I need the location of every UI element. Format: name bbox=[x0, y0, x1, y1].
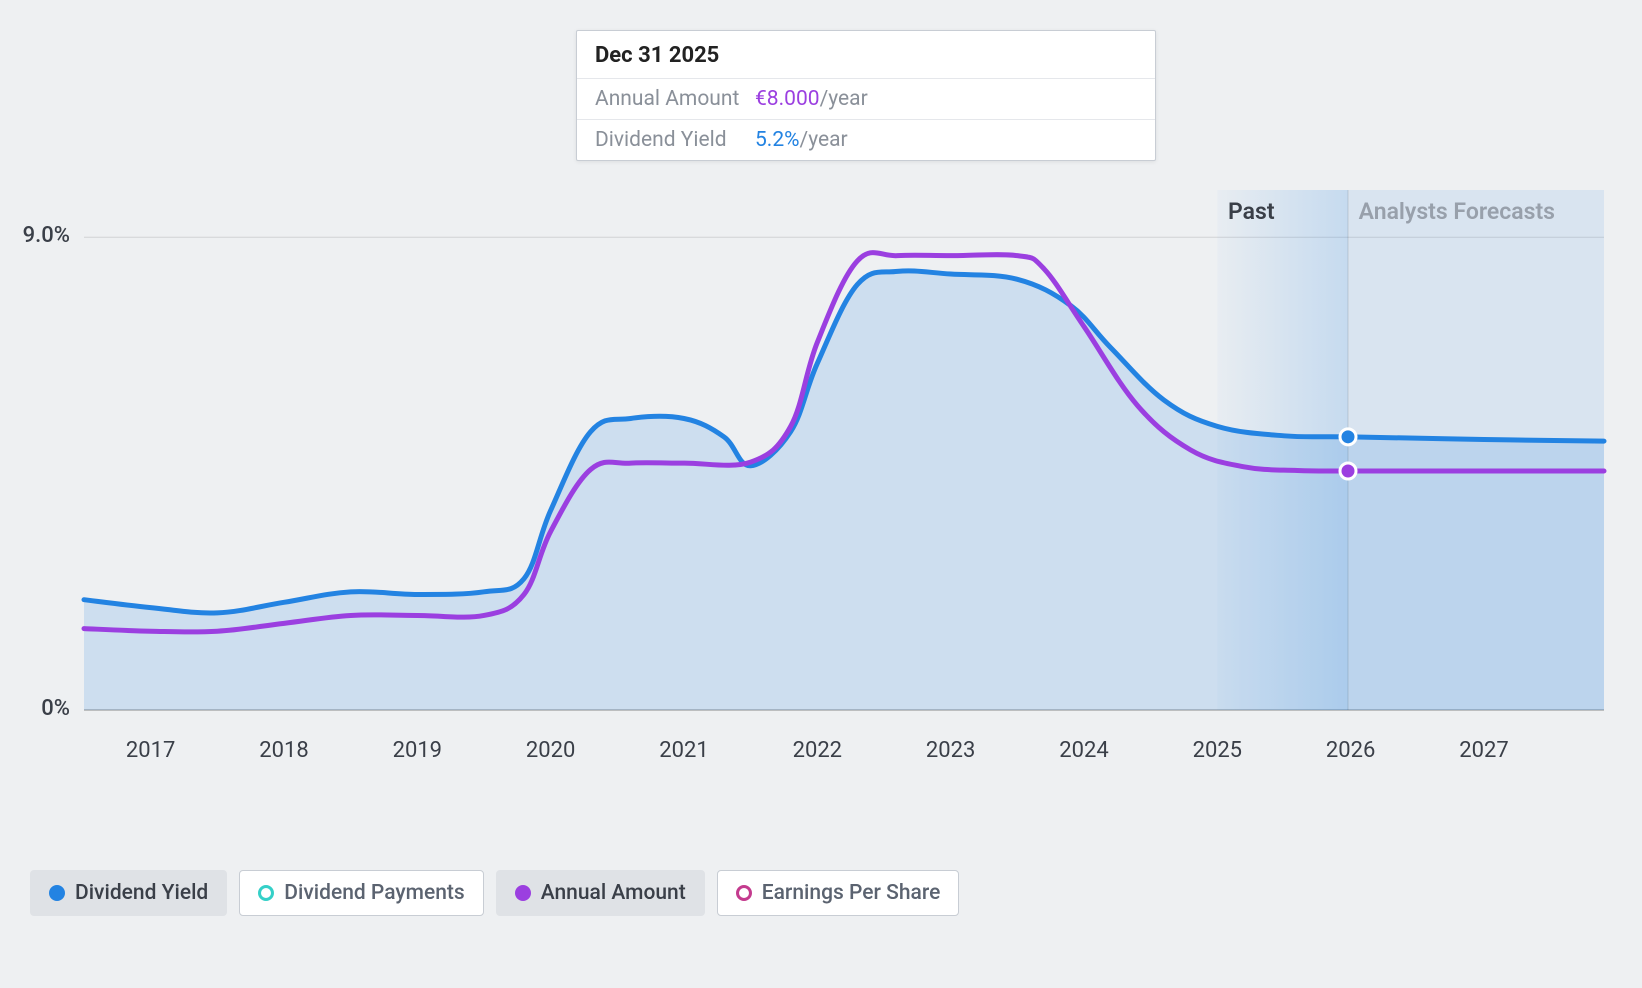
tooltip-row-value: €8.000 bbox=[755, 87, 820, 111]
legend-marker bbox=[49, 885, 65, 901]
plot-area bbox=[84, 190, 1604, 710]
legend-item-dividend-yield[interactable]: Dividend Yield bbox=[30, 870, 227, 916]
tooltip: Dec 31 2025 Annual Amount€8.000/yearDivi… bbox=[576, 30, 1156, 161]
legend-label: Dividend Payments bbox=[284, 881, 464, 905]
legend-item-annual-amount[interactable]: Annual Amount bbox=[496, 870, 705, 916]
dividend-chart: 0% 9.0% 2017 2018 2019 2020 2021 2022 2023 2024 2… bbox=[0, 0, 1642, 988]
x-tick-label: 2026 bbox=[1326, 738, 1375, 763]
x-tick-label: 2020 bbox=[526, 738, 575, 763]
legend-label: Earnings Per Share bbox=[762, 881, 941, 905]
chart-svg bbox=[84, 190, 1604, 710]
y-tick-label: 0% bbox=[0, 696, 70, 721]
tooltip-row-value: 5.2% bbox=[755, 128, 800, 152]
tooltip-row-suffix: /year bbox=[820, 87, 868, 111]
tooltip-row-suffix: /year bbox=[800, 128, 848, 152]
x-tick-label: 2027 bbox=[1459, 738, 1508, 763]
x-tick-label: 2023 bbox=[926, 738, 975, 763]
x-tick-label: 2025 bbox=[1193, 738, 1242, 763]
x-tick-label: 2022 bbox=[793, 738, 842, 763]
region-label-past: Past bbox=[1228, 198, 1275, 225]
tooltip-row-label: Annual Amount bbox=[595, 87, 755, 111]
x-tick-label: 2024 bbox=[1059, 738, 1108, 763]
tooltip-row-label: Dividend Yield bbox=[595, 128, 755, 152]
legend-marker bbox=[515, 885, 531, 901]
tooltip-row: Dividend Yield5.2%/year bbox=[577, 119, 1155, 160]
legend-marker bbox=[736, 885, 752, 901]
x-tick-label: 2018 bbox=[259, 738, 308, 763]
tooltip-title: Dec 31 2025 bbox=[577, 31, 1155, 78]
legend-item-dividend-payments[interactable]: Dividend Payments bbox=[239, 870, 483, 916]
x-tick-label: 2021 bbox=[659, 738, 708, 763]
legend-label: Dividend Yield bbox=[75, 881, 208, 905]
legend-label: Annual Amount bbox=[541, 881, 686, 905]
legend-marker bbox=[258, 885, 274, 901]
tooltip-row: Annual Amount€8.000/year bbox=[577, 78, 1155, 119]
legend: Dividend Yield Dividend Payments Annual Am… bbox=[30, 870, 959, 916]
y-tick-label: 9.0% bbox=[0, 223, 70, 248]
region-label-forecast: Analysts Forecasts bbox=[1359, 198, 1555, 225]
x-tick-label: 2017 bbox=[126, 738, 175, 763]
x-tick-label: 2019 bbox=[393, 738, 442, 763]
legend-item-earnings-per-share[interactable]: Earnings Per Share bbox=[717, 870, 960, 916]
